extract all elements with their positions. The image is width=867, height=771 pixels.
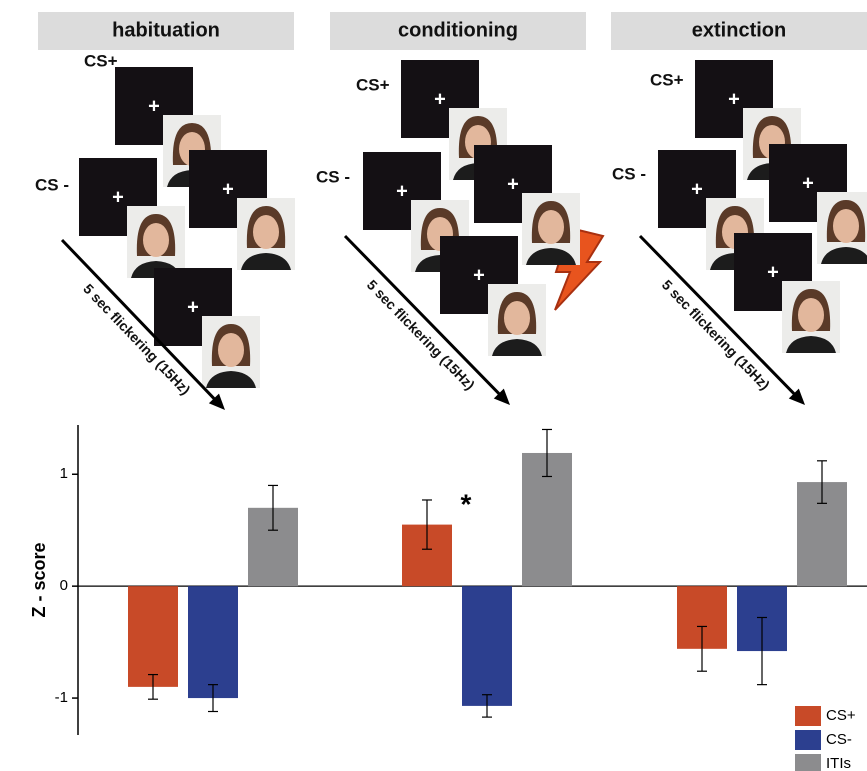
fixation-cross: + <box>767 261 779 283</box>
bar <box>128 586 178 687</box>
significance-marker: * <box>461 488 472 519</box>
fixation-cross: + <box>148 95 160 117</box>
face-skin <box>833 209 859 243</box>
face-skin <box>798 298 824 332</box>
fixation-cross: + <box>507 173 519 195</box>
y-tick-label: 0 <box>60 577 68 594</box>
fixation-cross: + <box>691 178 703 200</box>
legend-swatch <box>795 730 821 750</box>
cs-plus-label: CS+ <box>84 51 118 70</box>
cs-minus-label: CS - <box>612 164 646 183</box>
phase-title: habituation <box>112 19 220 41</box>
fixation-cross: + <box>802 172 814 194</box>
y-axis-label: Z - score <box>29 542 49 617</box>
fixation-cross: + <box>396 180 408 202</box>
face-skin <box>504 301 530 335</box>
face-skin <box>143 223 169 257</box>
bar <box>462 586 512 706</box>
face-skin <box>538 210 564 244</box>
fixation-cross: + <box>473 264 485 286</box>
fixation-cross: + <box>112 186 124 208</box>
fixation-cross: + <box>434 88 446 110</box>
y-tick-label: -1 <box>55 689 68 706</box>
face-skin <box>218 333 244 367</box>
fixation-cross: + <box>222 178 234 200</box>
bar <box>188 586 238 698</box>
fixation-cross: + <box>728 88 740 110</box>
fixation-cross: + <box>187 296 199 318</box>
cs-minus-label: CS - <box>35 175 69 194</box>
legend-swatch <box>795 754 821 771</box>
phase-title: conditioning <box>398 19 518 41</box>
legend-swatch <box>795 706 821 726</box>
figure: habituation++++CS+CS -5 sec flickering (… <box>0 0 867 771</box>
legend-label: CS- <box>826 731 852 748</box>
y-tick-label: 1 <box>60 465 68 482</box>
cs-minus-label: CS - <box>316 167 350 186</box>
legend-label: CS+ <box>826 707 856 724</box>
cs-plus-label: CS+ <box>650 70 684 89</box>
face-skin <box>253 215 279 249</box>
phase-title: extinction <box>692 19 786 41</box>
cs-plus-label: CS+ <box>356 75 390 94</box>
legend-label: ITIs <box>826 755 851 771</box>
